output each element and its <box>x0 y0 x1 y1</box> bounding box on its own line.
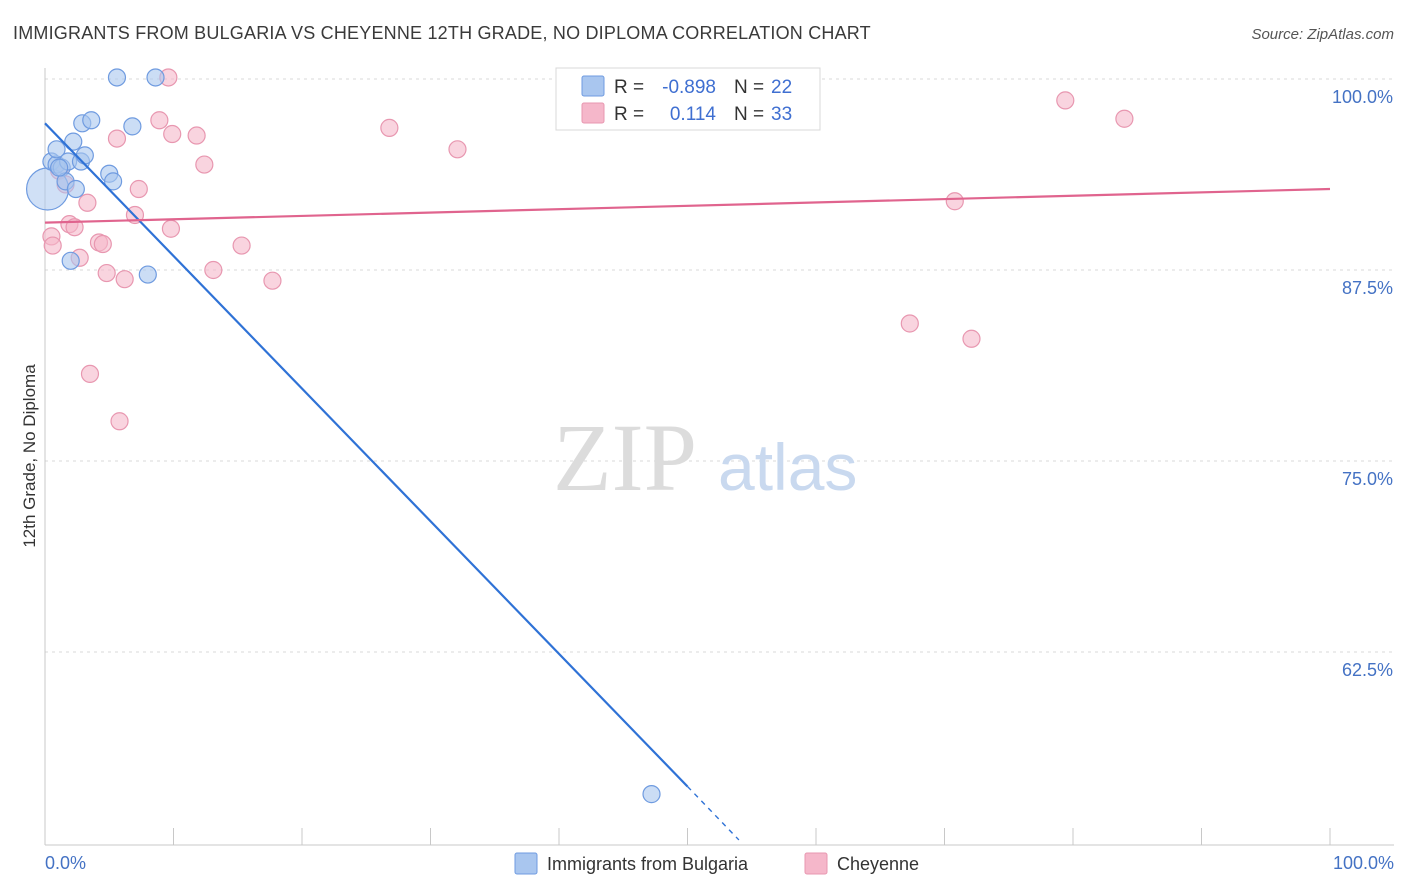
cheyenne-series-label: Cheyenne <box>837 854 919 874</box>
cheyenne-point-25 <box>110 412 129 431</box>
cheyenne-series-swatch <box>804 852 828 875</box>
cheyenne-point-31 <box>900 314 919 333</box>
series-legend: Immigrants from Bulgaria Cheyenne <box>514 852 919 875</box>
cheyenne-point-22 <box>232 236 251 255</box>
cheyenne-point-10 <box>97 263 116 283</box>
cheyenne-point-15 <box>150 111 169 130</box>
cheyenne-point-12 <box>115 270 134 289</box>
watermark-atlas: atlas <box>718 430 857 504</box>
bulgaria-legend-swatch <box>581 75 605 97</box>
bulgaria-point-14 <box>104 172 123 191</box>
chart-title: IMMIGRANTS FROM BULGARIA VS CHEYENNE 12T… <box>13 23 871 43</box>
cheyenne-point-20 <box>195 155 214 174</box>
cheyenne-point-32 <box>962 329 981 348</box>
bulgaria-n-label: N = <box>734 77 764 98</box>
cheyenne-point-21 <box>204 260 223 280</box>
cheyenne-legend-swatch <box>581 102 605 124</box>
bulgaria-n-value: 22 <box>771 77 792 98</box>
cheyenne-r-value: 0.114 <box>670 104 717 125</box>
cheyenne-point-28 <box>945 192 964 211</box>
y-tick-label-3: 62.5% <box>1342 660 1393 680</box>
cheyenne-point-11 <box>107 129 127 148</box>
bulgaria-point-10 <box>82 111 101 130</box>
cheyenne-point-29 <box>1056 91 1075 110</box>
y-tick-label-2: 75.0% <box>1342 469 1393 489</box>
trendlines <box>44 122 1331 841</box>
bulgaria-point-17 <box>146 68 165 87</box>
y-tick-label-0: 100.0% <box>1332 87 1393 107</box>
bulgaria-trendline <box>44 122 689 788</box>
bulgaria-point-16 <box>107 68 127 87</box>
bulgaria-points <box>25 68 661 804</box>
y-tick-labels: 100.0% 87.5% 75.0% 62.5% <box>1332 87 1393 680</box>
chart-source: Source: ZipAtlas.com <box>1251 26 1394 43</box>
cheyenne-point-27 <box>448 140 467 159</box>
bulgaria-point-6 <box>64 132 83 151</box>
bulgaria-point-18 <box>61 251 80 270</box>
cheyenne-point-7 <box>78 193 97 212</box>
bulgaria-series-swatch <box>514 852 538 875</box>
cheyenne-r-label: R = <box>614 104 644 125</box>
watermark-zip: ZIP <box>553 404 697 511</box>
x-axis-ticks <box>173 828 1331 845</box>
cheyenne-point-17 <box>163 124 182 144</box>
watermark: ZIP atlas <box>553 404 857 511</box>
cheyenne-point-24 <box>80 364 100 384</box>
x-tick-label-max: 100.0% <box>1333 853 1394 873</box>
cheyenne-point-13 <box>129 179 148 199</box>
cheyenne-point-26 <box>380 118 399 137</box>
x-tick-label-min: 0.0% <box>45 853 86 873</box>
y-axis-label: 12th Grade, No Diploma <box>20 364 39 548</box>
bulgaria-point-21 <box>50 158 69 177</box>
y-tick-label-1: 87.5% <box>1342 278 1393 298</box>
cheyenne-point-19 <box>187 126 206 145</box>
bulgaria-r-label: R = <box>614 77 644 98</box>
bulgaria-point-20 <box>642 785 661 804</box>
cheyenne-point-9 <box>93 234 112 254</box>
cheyenne-point-30 <box>1115 109 1134 128</box>
cheyenne-point-23 <box>263 271 282 290</box>
stats-legend: R = -0.898 N = 22 R = 0.114 N = 33 <box>555 67 821 131</box>
bulgaria-point-4 <box>47 140 66 159</box>
cheyenne-point-1 <box>43 236 62 255</box>
cheyenne-n-label: N = <box>734 104 764 125</box>
bulgaria-series-label: Immigrants from Bulgaria <box>547 854 749 874</box>
bulgaria-point-8 <box>75 146 94 165</box>
bulgaria-r-value: -0.898 <box>662 77 716 98</box>
cheyenne-trendline <box>44 187 1331 224</box>
bulgaria-trendline-extension <box>686 785 740 841</box>
cheyenne-point-18 <box>161 219 181 238</box>
cheyenne-n-value: 33 <box>771 104 792 125</box>
bulgaria-point-15 <box>123 117 142 136</box>
gridlines <box>45 78 1394 653</box>
bulgaria-point-19 <box>138 265 157 284</box>
bulgaria-point-12 <box>66 179 85 199</box>
